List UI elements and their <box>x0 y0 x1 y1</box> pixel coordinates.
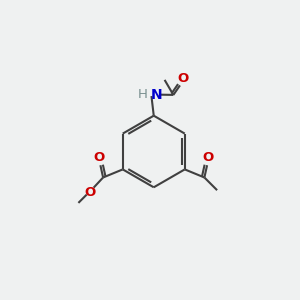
Text: O: O <box>84 186 95 199</box>
Text: O: O <box>178 71 189 85</box>
Text: O: O <box>203 151 214 164</box>
Text: O: O <box>93 151 105 164</box>
Text: H: H <box>138 88 148 101</box>
Text: N: N <box>151 88 162 102</box>
